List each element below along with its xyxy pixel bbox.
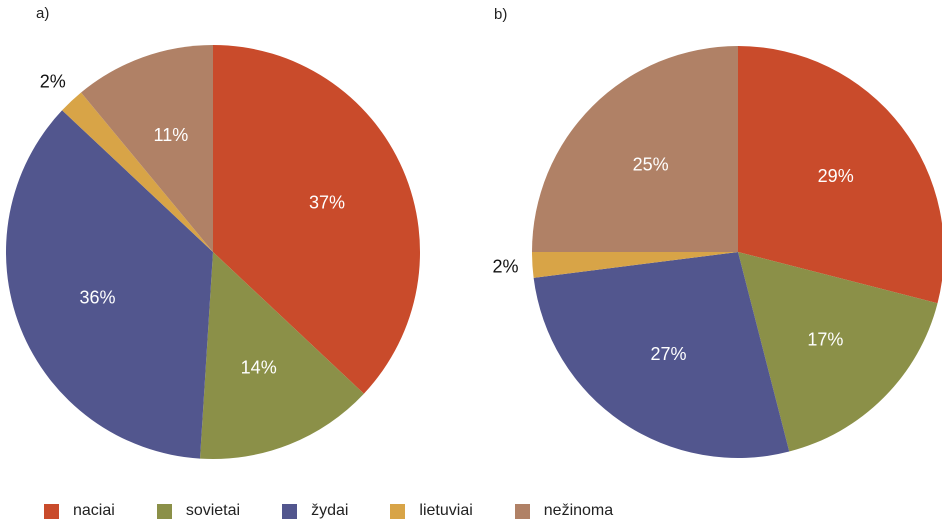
legend: naciai sovietai žydai lietuviai nežinoma <box>44 500 655 522</box>
legend-label-nezinoma: nežinoma <box>543 502 614 519</box>
legend-swatch-zydai <box>282 503 298 519</box>
pie-a-slice-sovietai <box>200 252 364 459</box>
legend-item-sovietai: sovietai <box>156 502 241 520</box>
pie-b-slice-lietuviai <box>532 252 738 278</box>
legend-swatch-lietuviai <box>390 503 406 519</box>
pie-chart-b: 29% 17% 27% 2% 25% <box>492 46 942 459</box>
pie-a-slice-naciai <box>213 45 421 394</box>
pie-a-label-zydai: 36% <box>79 288 115 308</box>
pie-a-label-naciai: 37% <box>309 193 345 213</box>
pie-b-label-nezinoma: 25% <box>633 155 669 175</box>
pie-a-label-sovietai: 14% <box>241 358 277 378</box>
pie-b-slice-nezinoma <box>532 46 738 252</box>
pie-b-slice-sovietai <box>738 252 938 452</box>
pie-a-slice-lietuviai <box>62 92 213 252</box>
legend-label-zydai: žydai <box>311 502 349 519</box>
pie-a-label-lietuviai: 2% <box>40 71 66 91</box>
pie-a-slice-nezinoma <box>81 45 213 252</box>
pie-a-slice-zydai <box>5 110 213 459</box>
panel-a-label: a) <box>36 5 49 22</box>
pie-b-slice-naciai <box>738 46 942 304</box>
pie-chart-a: 37% 14% 36% 2% 11% <box>5 45 421 459</box>
panel-b-label: b) <box>494 6 507 23</box>
legend-item-zydai: žydai <box>282 502 348 520</box>
legend-label-lietuviai: lietuviai <box>419 502 473 519</box>
legend-item-lietuviai: lietuviai <box>390 502 473 520</box>
legend-swatch-naciai <box>44 503 59 519</box>
legend-item-naciai: naciai <box>44 502 115 520</box>
pie-a-label-nezinoma: 11% <box>154 125 189 145</box>
pie-b-slice-zydai <box>533 252 790 459</box>
legend-swatch-sovietai <box>156 503 172 519</box>
pie-b-label-sovietai: 17% <box>807 329 843 349</box>
legend-label-sovietai: sovietai <box>185 502 241 519</box>
legend-swatch-nezinoma <box>514 503 530 519</box>
pie-b-label-lietuviai: 2% <box>492 257 518 277</box>
legend-item-nezinoma: nežinoma <box>514 502 614 520</box>
pie-b-label-zydai: 27% <box>650 344 686 364</box>
pie-b-label-naciai: 29% <box>818 166 854 186</box>
legend-label-naciai: naciai <box>73 502 115 519</box>
